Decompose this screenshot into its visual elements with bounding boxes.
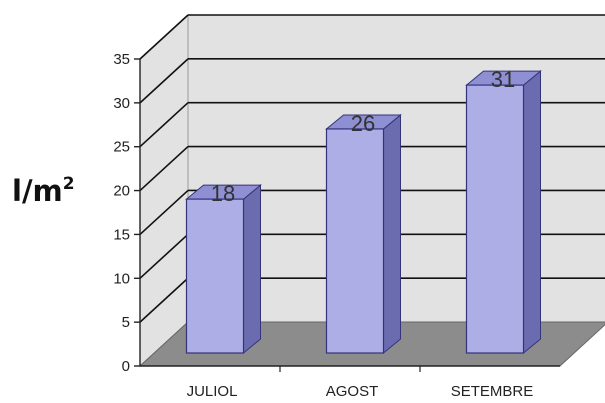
data-label: 26: [351, 111, 375, 136]
gridline-side: [139, 14, 189, 60]
x-tick-label: JULIOL: [187, 383, 238, 400]
y-axis-label: l/m2: [12, 176, 75, 206]
bar: [185, 198, 245, 354]
y-tick-label: 30: [113, 95, 130, 112]
bar: [325, 128, 385, 354]
y-axis-label-base: l/m: [12, 174, 63, 208]
gridline-side: [139, 233, 189, 279]
y-axis-label-exponent: 2: [62, 174, 75, 194]
gridline-side: [139, 58, 189, 104]
bar-side: [523, 70, 541, 355]
gridline-side: [139, 189, 189, 236]
bar-side: [383, 113, 401, 355]
y-tick-label: 20: [113, 183, 130, 200]
x-tick-label: AGOST: [326, 383, 379, 400]
gridline-side: [139, 145, 189, 192]
y-tick-label: 35: [113, 51, 130, 68]
bar-side: [243, 184, 261, 355]
bar: [465, 84, 525, 354]
gridline-side: [139, 277, 189, 323]
y-tick-label: 5: [122, 314, 130, 331]
y-tick-label: 15: [113, 226, 130, 243]
data-label: 18: [211, 181, 235, 206]
data-label: 31: [491, 67, 515, 92]
x-tick-label: SETEMBRE: [451, 383, 534, 400]
y-tick-label: 25: [113, 139, 130, 156]
y-tick-label: 0: [122, 358, 130, 375]
y-tick-label: 10: [113, 270, 130, 287]
side-wall: [139, 13, 189, 368]
gridline-side: [139, 102, 189, 148]
